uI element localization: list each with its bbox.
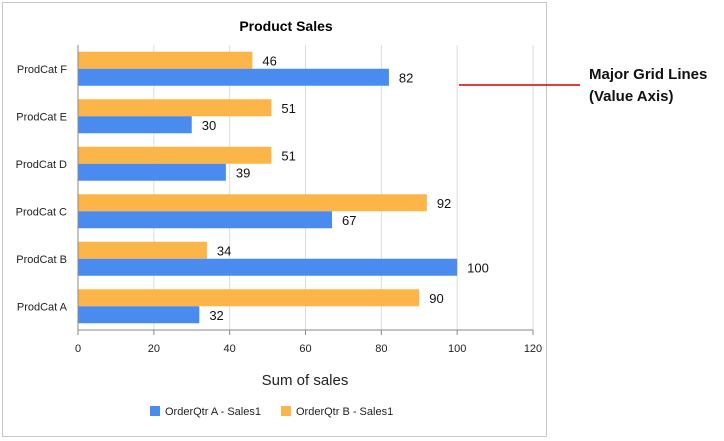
- data-label: 46: [262, 53, 276, 68]
- bar: [78, 99, 272, 117]
- callout-line1: Major Grid Lines: [589, 66, 708, 83]
- data-label: 34: [217, 243, 231, 258]
- grid-lines: [153, 45, 534, 330]
- y-tick-label: ProdCat F: [17, 64, 67, 76]
- y-tick-label: ProdCat D: [16, 159, 67, 171]
- bar: [78, 306, 200, 324]
- data-label: 51: [281, 101, 295, 116]
- bars: [78, 51, 458, 324]
- bar: [78, 289, 420, 307]
- y-tick-label: ProdCat E: [16, 111, 67, 123]
- y-tick-label: ProdCat C: [16, 206, 67, 218]
- callout-annotation: Major Grid Lines (Value Axis): [589, 64, 707, 108]
- data-label: 92: [437, 196, 451, 211]
- data-label: 100: [467, 260, 489, 275]
- chart-title: Product Sales: [239, 18, 333, 34]
- x-tick-label: 100: [448, 343, 466, 355]
- bar: [78, 68, 389, 86]
- callout-line2: (Value Axis): [589, 88, 674, 105]
- x-tick-label: 120: [524, 343, 542, 355]
- x-tick-label: 80: [375, 343, 387, 355]
- axes: 0 20 40 60 80 100 120 ProdCat A ProdCat B ProdCat…: [16, 45, 542, 355]
- bar: [78, 163, 226, 181]
- bar: [78, 51, 253, 69]
- data-label: 30: [202, 118, 216, 133]
- legend-swatch: [150, 406, 160, 416]
- legend-label: OrderQtr A - Sales1: [165, 406, 261, 418]
- bar: [78, 146, 272, 164]
- x-axis-title: Sum of sales: [262, 372, 349, 389]
- x-tick-label: 20: [148, 343, 160, 355]
- x-tick-label: 60: [299, 343, 311, 355]
- legend-swatch: [281, 406, 291, 416]
- legend: OrderQtr A - Sales1 OrderQtr B - Sales1: [150, 406, 393, 418]
- legend-label: OrderQtr B - Sales1: [296, 406, 393, 418]
- bar: [78, 116, 192, 134]
- y-tick-label: ProdCat A: [17, 301, 68, 313]
- data-label: 51: [281, 148, 295, 163]
- data-labels: 90 32 34 100 92 67 51 39 51 30 46 82: [202, 53, 489, 323]
- data-label: 82: [399, 70, 413, 85]
- x-tick-label: 40: [224, 343, 236, 355]
- y-tick-label: ProdCat B: [16, 254, 67, 266]
- data-label: 90: [429, 291, 443, 306]
- x-tick-label: 0: [75, 343, 81, 355]
- data-label: 39: [236, 165, 250, 180]
- bar: [78, 194, 427, 212]
- bar: [78, 211, 333, 229]
- data-label: 32: [209, 308, 223, 323]
- bar: [78, 241, 207, 259]
- bar: [78, 258, 458, 276]
- data-label: 67: [342, 213, 356, 228]
